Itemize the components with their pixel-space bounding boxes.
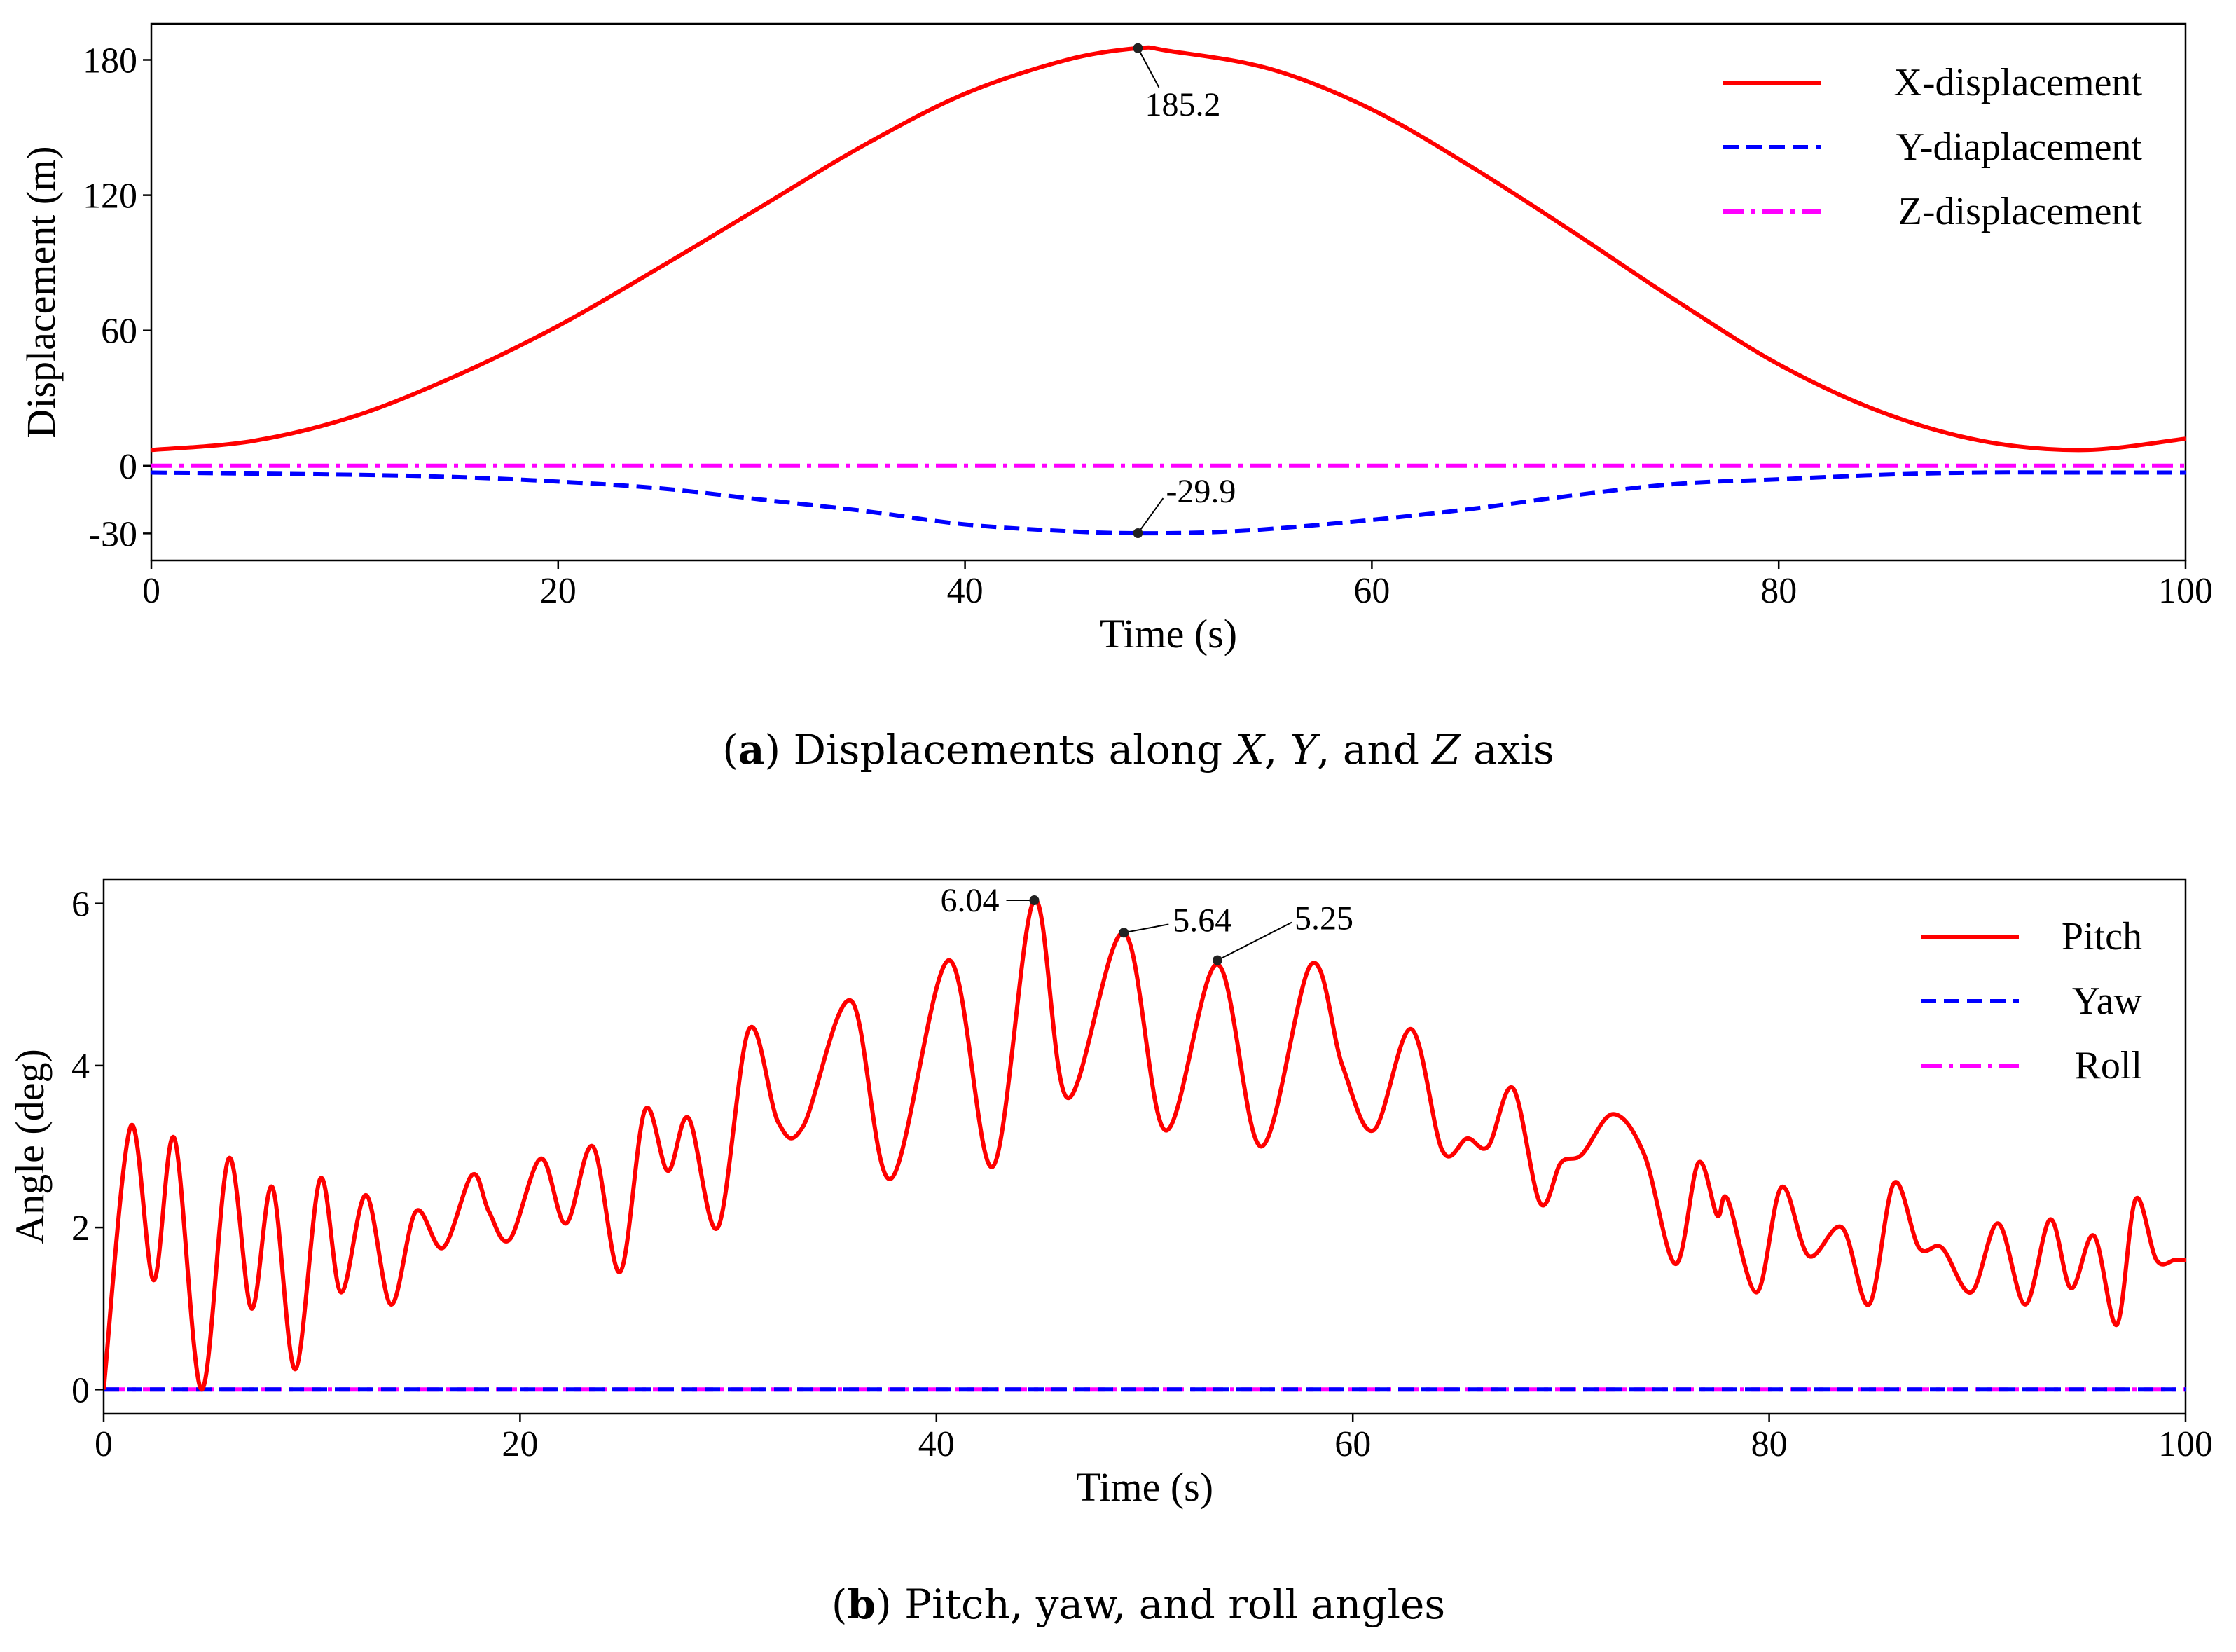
series-lines (104, 897, 2186, 1392)
x-tick-label: 60 (1334, 1424, 1371, 1464)
caption-text: axis (1461, 726, 1554, 773)
y-tick-label: 0 (71, 1370, 90, 1410)
x-tick-label: 20 (540, 571, 577, 611)
x-tick-label: 100 (2158, 571, 2213, 611)
panel-b-angles: 0 20 40 60 80 100 0 2 4 6 6.04 5.64 5.25 Pitch Yaw Ro… (7, 878, 2213, 1628)
x-axis-label: Time (s) (1076, 1464, 1213, 1510)
annotation-leader (1137, 497, 1164, 534)
x-tick-label: 80 (1760, 571, 1797, 611)
caption-var-z: Z (1430, 726, 1461, 773)
annotation-label: 6.04 (940, 882, 999, 919)
plot-frame (150, 22, 2187, 562)
legend: X-displacement Y-diaplacement Z-displaceme… (1723, 61, 2142, 233)
annotation-label: 5.25 (1295, 900, 1353, 937)
y-tick-label: 180 (83, 41, 137, 81)
caption-text: Pitch, yaw, and roll angles (892, 1581, 1445, 1628)
x-tick-label: 0 (142, 571, 160, 611)
y-tick-label: 120 (83, 177, 137, 216)
legend-label: Y-diaplacement (1896, 125, 2143, 169)
y-axis-label: Displacement (m) (18, 146, 64, 438)
x-tick-label: 0 (95, 1424, 113, 1464)
series-lines (151, 45, 2186, 536)
annotation-leader (1217, 921, 1292, 961)
x-axis-label: Time (s) (1100, 611, 1237, 656)
annotation-point (1133, 528, 1143, 539)
series-line-x-displacement (151, 45, 2186, 453)
y-tick-label: -30 (89, 514, 137, 554)
series-line-pitch (104, 897, 2186, 1392)
y-tick-label: 0 (119, 447, 137, 487)
x-tick-label: 20 (502, 1424, 538, 1464)
caption-var-y: Y (1290, 726, 1320, 773)
legend-label: X-displacement (1893, 61, 2142, 104)
x-tick-label: 60 (1353, 571, 1390, 611)
caption-var-x: X (1233, 726, 1267, 773)
x-tick-label: 100 (2158, 1424, 2213, 1464)
annotations: 185.2 -29.9 (1133, 43, 1236, 539)
annotation-leader (1124, 923, 1169, 934)
caption-text: Displacements along (794, 726, 1236, 773)
annotation-label: 185.2 (1145, 86, 1220, 123)
annotation-point (1119, 928, 1129, 938)
y-tick-label: 6 (71, 885, 90, 925)
plot-frame (102, 878, 2187, 1415)
annotation-leader (1137, 48, 1160, 88)
series-line-y-diaplacement (151, 470, 2186, 536)
annotation-point (1133, 43, 1143, 53)
x-tick-label: 40 (947, 571, 984, 611)
x-tick-label: 40 (918, 1424, 955, 1464)
annotation-point (1213, 955, 1223, 965)
caption-letter: b (848, 1581, 876, 1628)
legend-label: Roll (2075, 1044, 2142, 1087)
legend: Pitch Yaw Roll (1921, 915, 2143, 1087)
legend-label: Yaw (2072, 979, 2143, 1023)
legend-label: Pitch (2062, 915, 2142, 958)
annotation-label: -29.9 (1166, 473, 1236, 510)
annotation-point (1029, 895, 1040, 906)
annotations: 6.04 5.64 5.25 (940, 882, 1353, 965)
x-tick-label: 80 (1751, 1424, 1788, 1464)
annotation-label: 5.64 (1173, 902, 1231, 939)
caption-letter: a (738, 726, 765, 773)
caption-sep: , (1264, 726, 1290, 773)
legend-label: Z-displacement (1898, 190, 2143, 233)
y-axis-label: Angle (deg) (7, 1049, 53, 1244)
caption-a: (a) Displacements along X, Y, and Z axis (722, 726, 1554, 773)
y-tick-label: 4 (71, 1047, 90, 1087)
axis-ticks: 0 20 40 60 80 100 0 2 4 6 (71, 885, 2213, 1464)
caption-b: (b) Pitch, yaw, and roll angles (831, 1581, 1445, 1628)
y-tick-label: 2 (71, 1209, 90, 1248)
y-tick-label: 60 (101, 312, 137, 352)
caption-sep: , and (1317, 726, 1432, 773)
